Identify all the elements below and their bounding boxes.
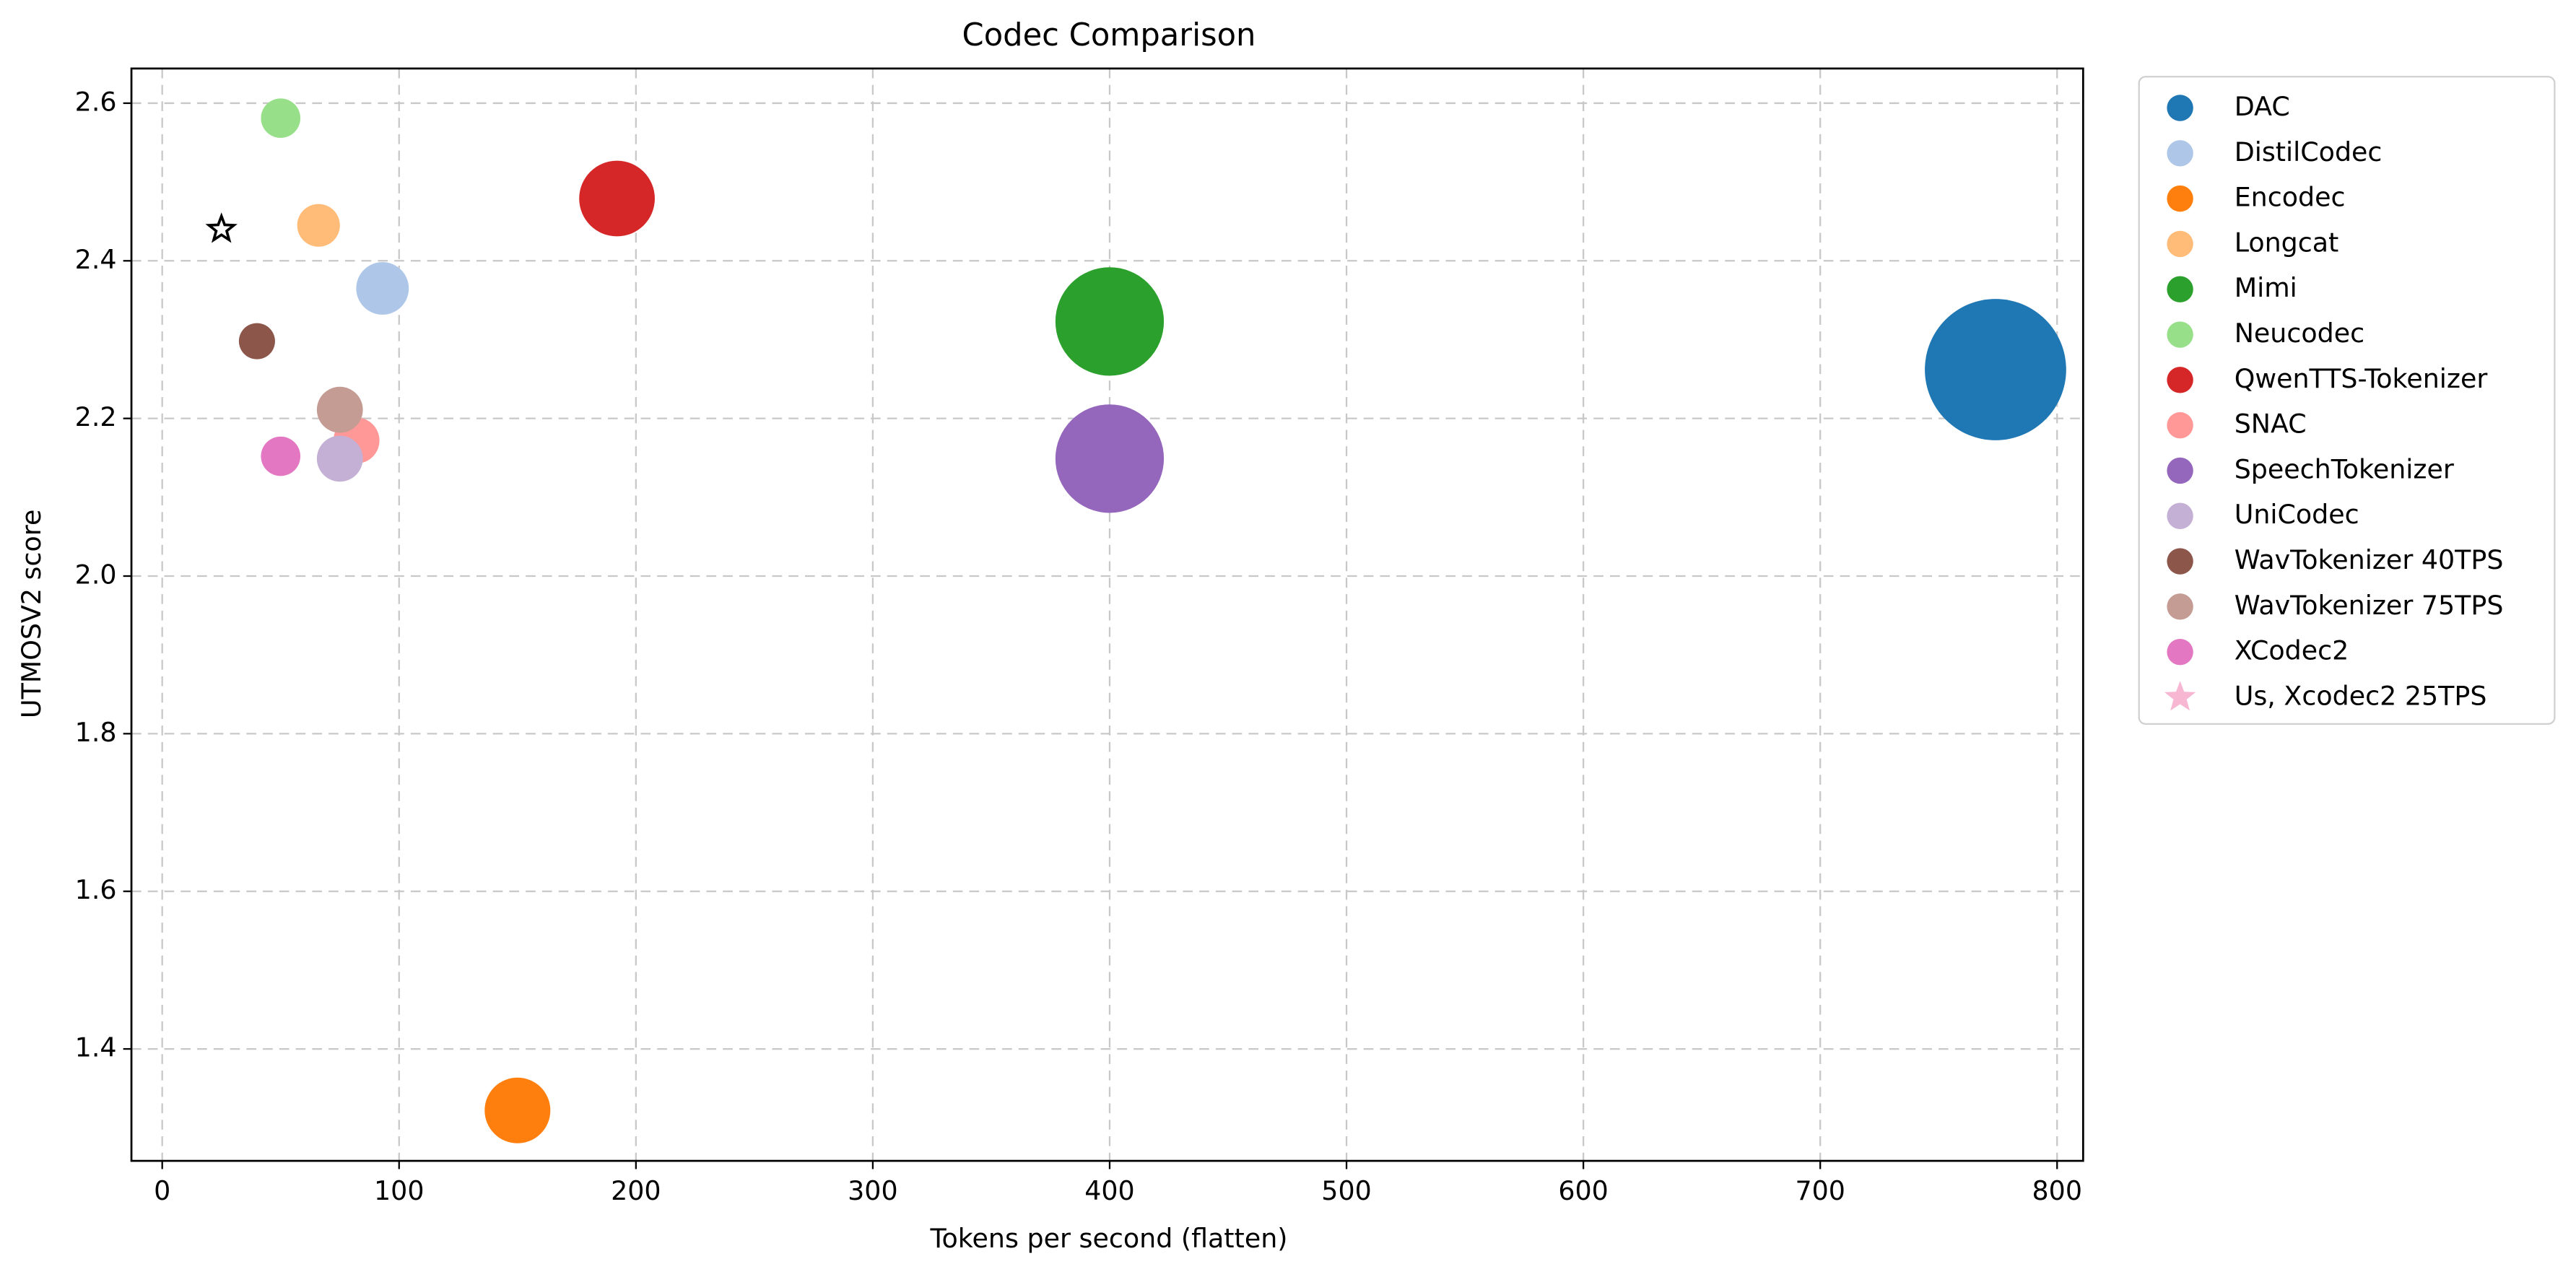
legend-label: SNAC [2235,409,2307,440]
y-tick-label: 1.8 [75,717,117,748]
x-tick-label: 200 [611,1175,661,1206]
legend-box [2138,76,2556,725]
plot-area [205,98,2066,1143]
legend-label: WavTokenizer 40TPS [2235,544,2504,575]
y-tick-label: 1.6 [75,874,117,905]
y-tick-label: 1.4 [75,1032,117,1063]
legend-marker [2167,140,2193,167]
legend-label: Us, Xcodec2 25TPS [2235,680,2487,711]
point [205,212,238,243]
legend-label: UniCodec [2235,499,2359,530]
point [316,386,363,433]
y-tick-label: 2.6 [75,86,117,117]
x-tick-label: 800 [2032,1175,2082,1206]
legend-label: QwenTTS-Tokenizer [2235,363,2488,394]
grid [131,68,2084,1161]
legend-marker [2167,276,2193,302]
x-tick-label: 300 [848,1175,897,1206]
legend-marker [2167,411,2193,439]
x-axis-label: Tokens per second (flatten) [929,1223,1287,1254]
plot-frame [130,67,2084,1162]
y-tick-label: 2.4 [75,244,117,275]
legend-marker [2167,367,2193,393]
legend-label: Neucodec [2235,318,2364,349]
legend-marker [2167,638,2193,666]
x-tick-label: 400 [1084,1175,1134,1206]
legend-label: Mimi [2235,272,2297,303]
legend-marker [2167,321,2193,348]
legend-label: Encodec [2235,182,2346,213]
point [297,204,340,247]
legend-label: WavTokenizer 75TPS [2235,590,2504,621]
legend-marker [2167,593,2193,620]
y-tick-label: 2.0 [75,559,117,590]
x-tick-label: 100 [374,1175,424,1206]
x-tick-label: 0 [154,1175,170,1206]
point [261,436,301,476]
point [316,435,363,482]
point [238,323,275,359]
x-tick-label: 600 [1558,1175,1608,1206]
x-tick-label: 700 [1795,1175,1845,1206]
point [1925,299,2066,440]
point [484,1077,551,1143]
axes: 0 100 200 300 400 500 600 700 800 1.4 1.6 1.8 2.0 2.2… [75,86,2082,1206]
point [261,98,301,138]
legend-marker [2164,681,2196,711]
point [1055,404,1165,513]
point [1055,267,1165,376]
legend-marker [2167,95,2193,121]
legend-marker [2167,457,2193,484]
legend-marker [2167,230,2193,258]
chart-title: Codec Comparison [962,17,1256,53]
legend-label: XCodec2 [2235,635,2349,666]
legend-label: SpeechTokenizer [2235,453,2454,484]
y-axis-label: UTMOSV2 score [16,510,47,718]
legend-marker [2167,185,2193,212]
legend: DAC DistilCodec Encodec Longcat Mimi Neucodec… [2164,91,2503,711]
x-tick-label: 500 [1321,1175,1371,1206]
point [579,160,655,237]
legend-marker [2167,502,2193,529]
point [356,262,409,315]
legend-marker [2167,548,2193,575]
legend-label: DAC [2235,91,2290,122]
y-tick-label: 2.2 [75,401,117,432]
legend-label: DistilCodec [2235,136,2383,167]
legend-label: Longcat [2235,227,2339,258]
